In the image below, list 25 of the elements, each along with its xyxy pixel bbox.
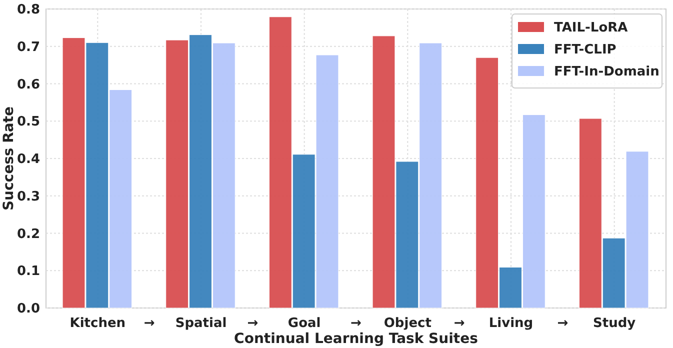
- y-tick-label: 0.3: [16, 189, 40, 204]
- x-tick-label: Spatial: [175, 316, 227, 331]
- y-tick-label: 0.4: [16, 152, 40, 168]
- x-tick-label: Kitchen: [70, 316, 126, 331]
- text: →: [247, 316, 258, 331]
- x-axis-title: Continual Learning Task Suites: [234, 331, 478, 347]
- legend-label: FFT-In-Domain: [554, 64, 660, 80]
- y-axis-title: Success Rate: [1, 106, 17, 211]
- y-tick-label: 0.7: [16, 40, 40, 55]
- y-tick-label: 0.6: [16, 77, 40, 92]
- y-tick-label: 0.1: [16, 264, 40, 280]
- legend-label: TAIL-LoRA: [554, 20, 628, 36]
- x-tick-label: Goal: [288, 316, 321, 331]
- y-tick-label: 0.0: [16, 302, 40, 317]
- x-tick-label: Living: [488, 316, 534, 331]
- text: →: [454, 316, 465, 331]
- x-tick-label: Study: [593, 316, 636, 331]
- text: →: [350, 316, 362, 331]
- x-tick-label: Object: [384, 316, 432, 331]
- y-tick-label: 0.2: [16, 226, 40, 242]
- y-tick-label: 0.8: [16, 2, 40, 18]
- legend-label: FFT-CLIP: [554, 42, 616, 58]
- text: →: [144, 316, 155, 331]
- y-tick-label: 0.5: [16, 114, 40, 130]
- text: →: [557, 316, 568, 331]
